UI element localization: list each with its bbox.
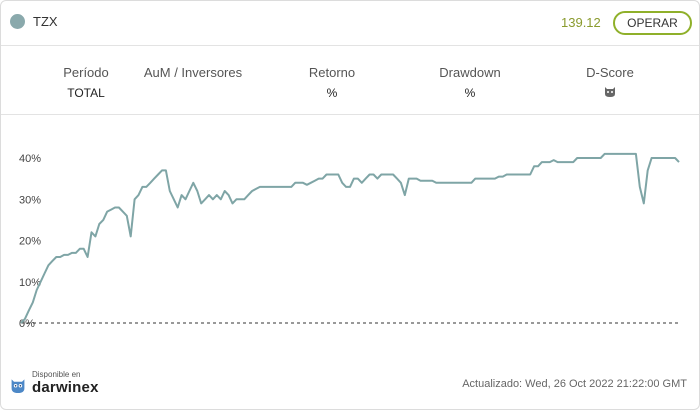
stats-row: Período TOTAL AuM / Inversores Retorno %…: [1, 47, 699, 115]
owl-icon: [605, 87, 615, 97]
available-label: Disponible en: [32, 370, 81, 379]
stat-retorno-label: Retorno: [308, 65, 356, 80]
y-tick-label: 20%: [19, 236, 41, 248]
stat-periodo-label: Período: [63, 65, 109, 80]
equity-chart: 40% 30% 20% 10% 0%: [19, 152, 680, 330]
darwinex-logo-icon: [11, 379, 25, 393]
operar-button[interactable]: OPERAR: [613, 11, 692, 35]
stat-retorno: Retorno %: [277, 65, 387, 100]
header-bar: TZX 139.12 OPERAR: [1, 1, 699, 46]
y-tick-label: 40%: [19, 153, 41, 165]
brand-name[interactable]: darwinex: [32, 379, 99, 396]
stat-drawdown-value: %: [464, 86, 476, 100]
stat-drawdown-label: Drawdown: [439, 65, 501, 80]
stat-periodo-value: TOTAL: [67, 86, 105, 100]
stat-aum-label: AuM / Inversores: [143, 65, 243, 80]
updated-timestamp: Actualizado: Wed, 26 Oct 2022 21:22:00 G…: [462, 378, 687, 390]
stat-retorno-value: %: [326, 86, 338, 100]
y-axis-ticks: 40% 30% 20% 10% 0%: [19, 153, 41, 330]
stat-aum: AuM / Inversores: [133, 65, 253, 86]
stat-periodo: Período TOTAL: [31, 65, 141, 100]
y-tick-label: 10%: [19, 277, 41, 289]
y-tick-label: 0%: [19, 318, 35, 330]
status-dot: [10, 14, 25, 29]
series-line: [20, 152, 680, 324]
price-label: 139.12: [561, 15, 601, 30]
y-tick-label: 30%: [19, 194, 41, 206]
stat-dscore-label: D-Score: [586, 65, 634, 80]
ticker-label: TZX: [33, 14, 58, 29]
stat-drawdown: Drawdown %: [415, 65, 525, 100]
stat-dscore: D-Score: [555, 65, 665, 103]
